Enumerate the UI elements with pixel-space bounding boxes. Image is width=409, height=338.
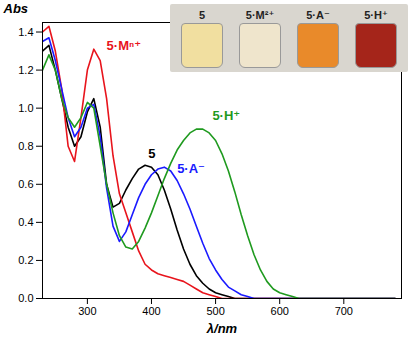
svg-text:0.2: 0.2 <box>18 254 33 266</box>
svg-text:1.0: 1.0 <box>18 102 33 114</box>
svg-text:Abs: Abs <box>3 1 29 16</box>
svg-text:300: 300 <box>78 305 96 317</box>
svg-text:700: 700 <box>335 305 353 317</box>
svg-text:5·H⁺: 5·H⁺ <box>212 108 240 123</box>
html-text:5: 5 <box>198 9 206 21</box>
html-text:5·H⁺: 5·H⁺ <box>364 9 388 21</box>
html-text:5·A⁻: 5·A⁻ <box>306 9 330 21</box>
svg-text:5·Mⁿ⁺: 5·Mⁿ⁺ <box>107 38 141 53</box>
svg-text:5·A⁻: 5·A⁻ <box>177 161 205 176</box>
svg-text:0.4: 0.4 <box>18 216 33 228</box>
svg-text:5: 5 <box>148 146 155 161</box>
svg-text:0.8: 0.8 <box>18 140 33 152</box>
svg-text:600: 600 <box>271 305 289 317</box>
svg-text:1.4: 1.4 <box>18 26 33 38</box>
svg-text:400: 400 <box>142 305 160 317</box>
svg-text:500: 500 <box>206 305 224 317</box>
svg-text:0.0: 0.0 <box>18 292 33 304</box>
svg-text:0.6: 0.6 <box>18 178 33 190</box>
svg-text:1.2: 1.2 <box>18 64 33 76</box>
html-text:5·M²⁺: 5·M²⁺ <box>245 9 275 21</box>
svg-text:λ/nm: λ/nm <box>206 321 238 336</box>
